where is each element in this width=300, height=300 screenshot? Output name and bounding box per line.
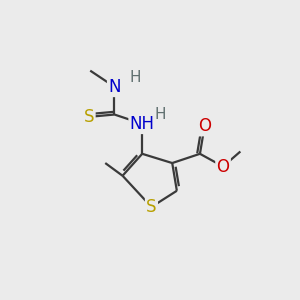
Text: NH: NH xyxy=(130,115,155,133)
Text: N: N xyxy=(108,78,121,96)
Text: S: S xyxy=(84,108,94,126)
Text: H: H xyxy=(130,70,141,85)
Text: O: O xyxy=(198,117,211,135)
Text: O: O xyxy=(217,158,230,175)
Text: H: H xyxy=(155,107,167,122)
Text: S: S xyxy=(146,198,157,216)
